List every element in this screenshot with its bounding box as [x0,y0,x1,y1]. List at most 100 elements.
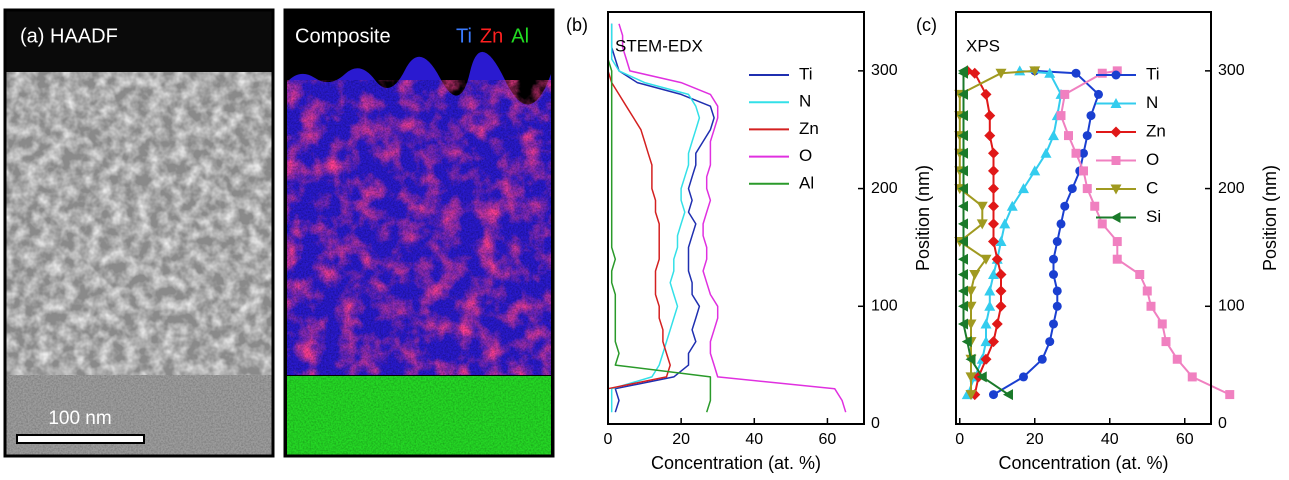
marker [1040,147,1052,158]
marker [1003,389,1013,401]
series-line [610,23,701,413]
marker [1052,286,1062,296]
marker [958,110,968,122]
legend-label: C [1146,178,1158,197]
x-tick-label: 60 [819,431,837,448]
marker [980,336,992,347]
marker [958,318,968,330]
marker [1157,319,1167,329]
marker [1048,130,1059,141]
panel-label: (a) HAADF [20,25,118,47]
element-label: Al [511,25,529,47]
x-tick-label: 20 [1026,431,1044,448]
marker [988,165,999,177]
y-tick-label: 100 [1218,298,1245,315]
marker [1111,70,1121,80]
marker [1172,354,1182,364]
marker [958,285,968,297]
legend-label: O [799,146,812,165]
marker [1111,156,1121,165]
marker [991,318,1003,330]
composite-image: Composite Ti Zn Al [283,8,555,458]
marker [1086,111,1096,121]
marker [984,110,996,122]
element-label: Zn [480,25,503,47]
marker [980,88,992,100]
marker [1037,354,1047,364]
series-line [610,23,715,413]
y-tick-label: 100 [871,298,898,315]
x-tick-label: 0 [604,431,613,448]
element-legend: Ti Zn Al [456,25,529,47]
legend-label: N [1146,93,1158,112]
marker [958,300,968,312]
y-tick-label: 300 [871,62,898,79]
y-tick-label: 0 [1218,415,1227,432]
marker [961,336,972,348]
legend-label: Zn [799,119,819,138]
marker [1049,254,1058,264]
marker [999,218,1011,229]
marker [995,269,1007,281]
marker [1112,237,1122,247]
x-tick-label: 40 [745,431,763,448]
marker [988,200,999,212]
x-tick-label: 0 [955,431,964,448]
marker [988,147,999,159]
y-tick-label: 0 [871,415,880,432]
marker [980,254,992,265]
chart-title: STEM-EDX [615,36,703,55]
scale-bar-label: 100 nm [48,408,111,429]
chart: 0 20 40 60 0 100 200 300 Concentration (at. %) Po… [916,11,1280,473]
marker [1187,372,1197,382]
marker [976,219,988,230]
composite-title: Composite [295,25,391,47]
marker [991,253,1003,265]
marker [984,300,996,311]
series-line [607,23,671,413]
marker [1019,372,1028,382]
marker [965,390,977,401]
panel-label: (c) [916,15,937,35]
chart: 0 20 40 60 0 100 200 300 Concentration (at. %) Po… [566,11,933,473]
legend-label: N [799,92,811,111]
marker [1135,270,1145,280]
marker [958,236,968,248]
marker [1049,319,1058,329]
marker [988,218,999,230]
plot-frame [955,11,1212,425]
marker [1071,68,1081,78]
marker [1056,111,1066,121]
marker [1045,337,1055,347]
marker [1110,126,1122,138]
marker [989,390,998,400]
marker [958,165,968,177]
marker [1052,237,1062,247]
marker [1225,390,1235,400]
marker [1056,219,1066,229]
marker [1029,165,1041,176]
marker [1079,148,1088,158]
legend-label: Ti [799,64,813,83]
marker [958,183,968,195]
x-tick-label: 60 [1176,431,1194,448]
marker [1110,98,1122,108]
x-axis-label: Concentration (at. %) [998,453,1168,473]
marker [1110,184,1122,195]
series-line [992,69,1100,396]
marker [976,371,987,383]
marker [1097,219,1107,229]
series-line [1060,69,1231,396]
marker [958,147,968,159]
marker [958,65,968,77]
element-label: Ti [456,25,472,47]
marker [965,372,977,383]
marker [1052,301,1062,311]
marker [958,88,968,100]
marker [965,353,976,365]
marker [1097,68,1107,78]
marker [958,130,968,142]
marker [984,285,996,296]
legend-label: Al [799,173,814,192]
